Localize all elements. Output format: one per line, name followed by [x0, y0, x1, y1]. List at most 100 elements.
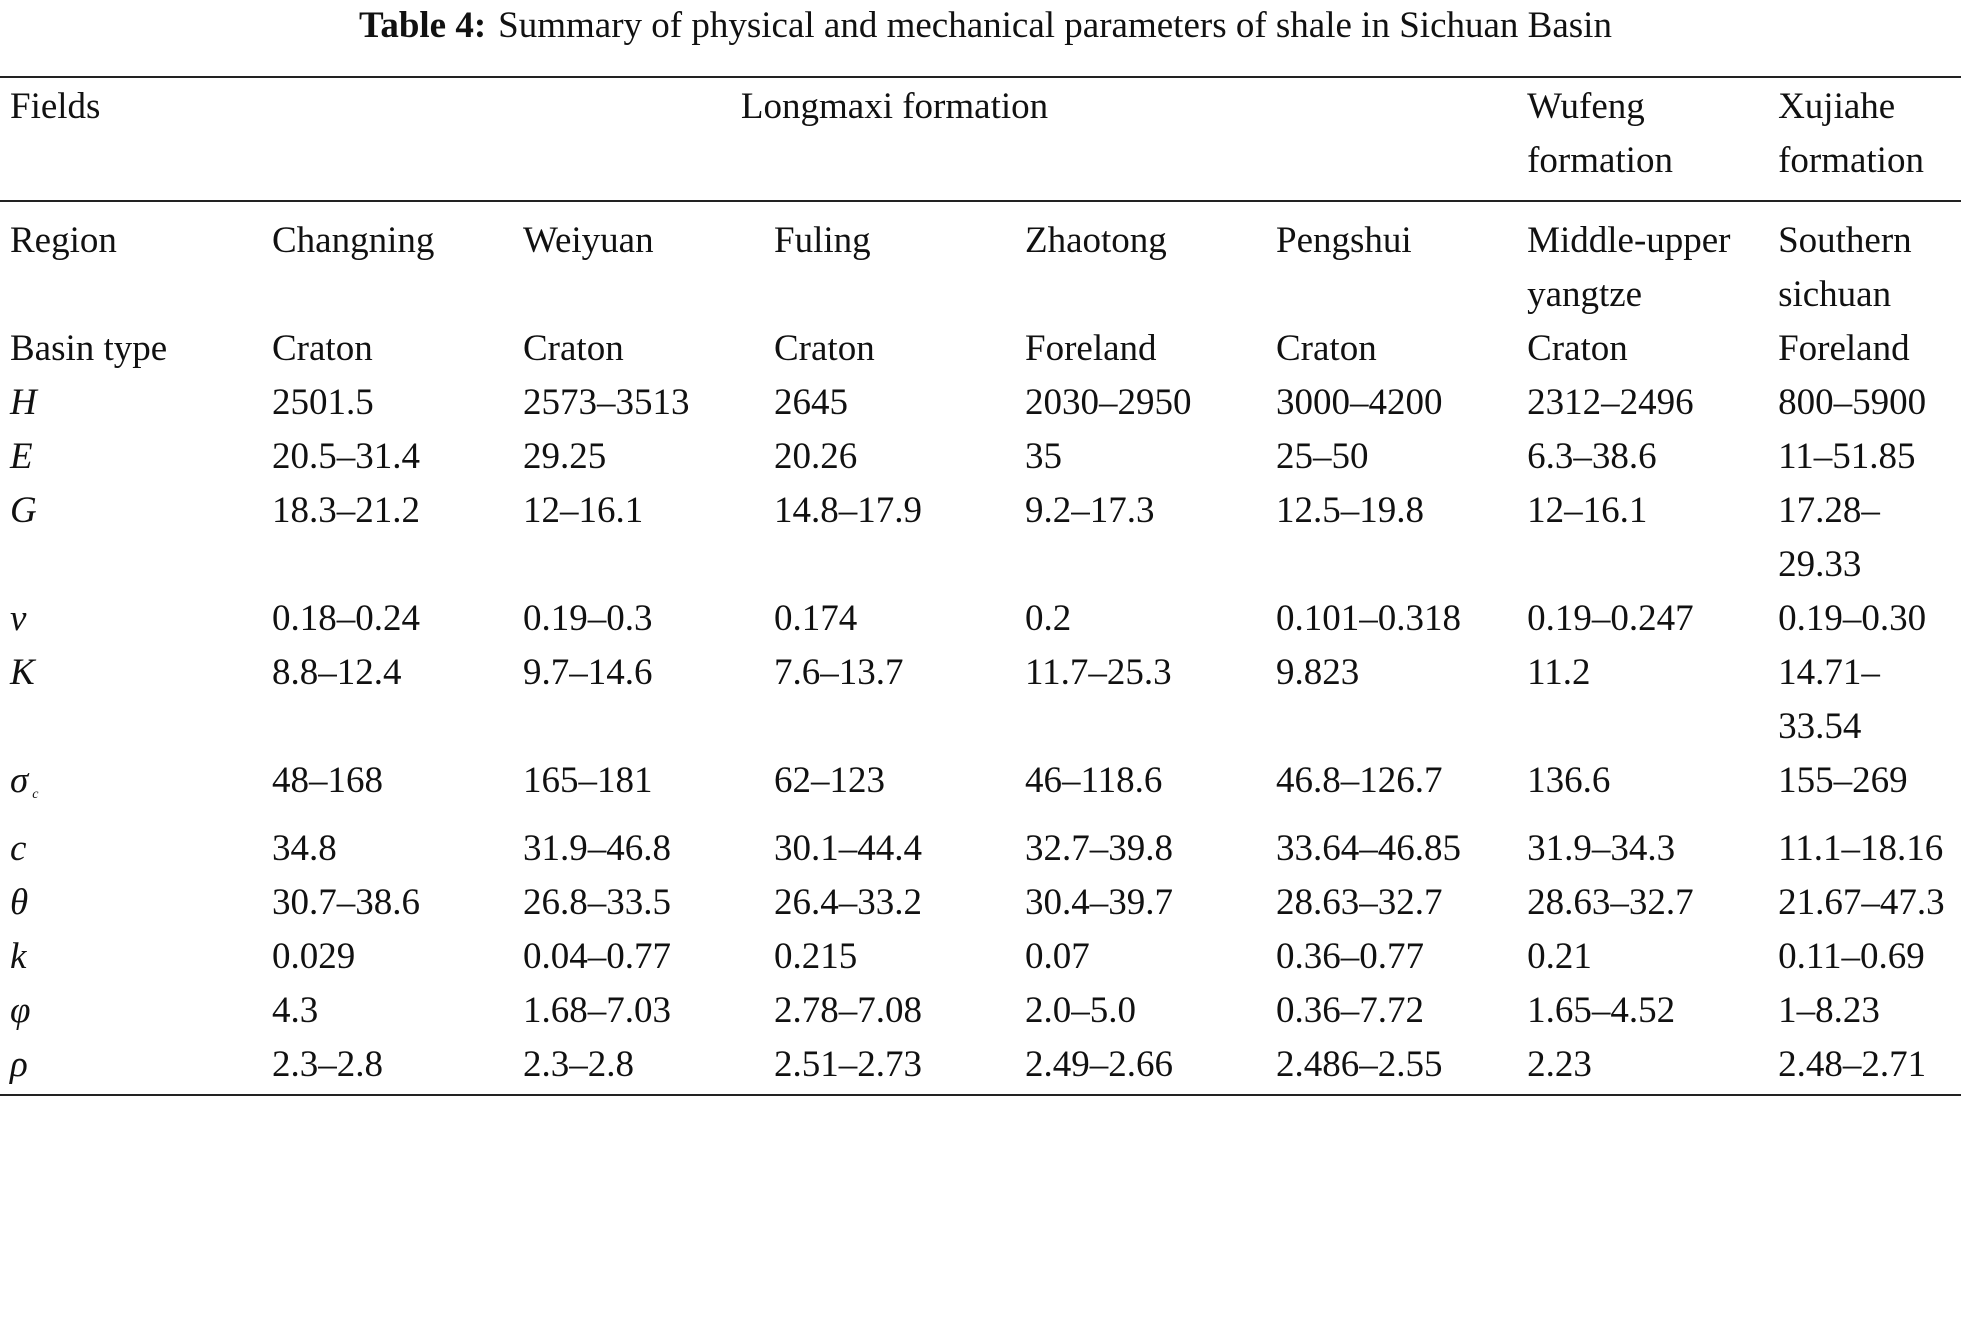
cell: Craton	[523, 328, 624, 369]
cell: 800–5900	[1778, 382, 1927, 423]
cell: Foreland	[1025, 328, 1157, 369]
cell: 0.101–0.318	[1276, 598, 1461, 639]
cell: 2645	[774, 382, 848, 423]
cell: 7.6–13.7	[774, 652, 904, 693]
cell: 0.19–0.3	[523, 598, 653, 639]
title-text: Summary of physical and mechanical param…	[498, 5, 1612, 46]
cell: 28.63–32.7	[1527, 882, 1694, 923]
table: Fields Longmaxi formation Wufeng formation…	[0, 76, 1962, 1096]
cell: 0.19–0.247	[1527, 598, 1694, 639]
cell: 0.215	[774, 936, 858, 977]
cell: 12–16.1	[1527, 490, 1648, 531]
page: Table 4: Summary of physical and mechanic…	[0, 4, 1971, 1333]
symbol: ρ	[10, 1044, 28, 1085]
cell: 0.36–0.77	[1276, 936, 1424, 977]
cell: 12.5–19.8	[1276, 490, 1424, 531]
symbol: φ	[10, 990, 31, 1031]
row-label: c	[0, 822, 262, 876]
header-cell: Fields	[10, 86, 101, 127]
symbol: v	[10, 598, 27, 639]
cell: 33.64–46.85	[1276, 828, 1461, 869]
region-cell: Fuling	[774, 220, 871, 261]
cell: 12–16.1	[523, 490, 644, 531]
cell: 32.7–39.8	[1025, 828, 1173, 869]
cell: 2573–3513	[523, 382, 690, 423]
cell: 2030–2950	[1025, 382, 1192, 423]
cell: 28.63–32.7	[1276, 882, 1443, 923]
cell: 1.68–7.03	[523, 990, 671, 1031]
row-label: Region	[10, 220, 117, 261]
cell: 18.3–21.2	[272, 490, 420, 531]
cell: 46.8–126.7	[1276, 760, 1443, 801]
row-label: E	[0, 430, 262, 484]
cell: 1.65–4.52	[1527, 990, 1676, 1031]
data-row: ρ 2.3–2.8 2.3–2.8 2.51–2.73 2.49–2.66 2.486–2…	[0, 1038, 1961, 1095]
row-label: v	[0, 592, 262, 646]
cell: 25–50	[1276, 436, 1369, 477]
cell: 48–168	[272, 760, 383, 801]
cell: 2.78–7.08	[774, 990, 922, 1031]
cell: 9.7–14.6	[523, 652, 653, 693]
cell: Foreland	[1778, 328, 1910, 369]
table-body: Fields Longmaxi formation Wufeng formation…	[0, 77, 1962, 1095]
symbol: H	[10, 382, 37, 423]
cell: 11.7–25.3	[1025, 652, 1172, 693]
cell: 34.8	[272, 828, 337, 869]
cell: 136.6	[1527, 760, 1611, 801]
cell: 0.07	[1025, 936, 1090, 977]
cell: 20.5–31.4	[272, 436, 420, 477]
cell: 2.51–2.73	[774, 1044, 922, 1085]
row-label: ρ	[0, 1038, 262, 1095]
cell: 11.2	[1527, 652, 1591, 693]
cell: 21.67–47.3	[1778, 882, 1945, 923]
data-row: E 20.5–31.4 29.25 20.26 35 25–50 6.3–38.6 11–51…	[0, 430, 1961, 484]
cell: 155–269	[1778, 760, 1908, 801]
data-row: φ 4.3 1.68–7.03 2.78–7.08 2.0–5.0 0.36–7.72 1.…	[0, 984, 1961, 1038]
region-cell: Middle-upper yangtze	[1527, 220, 1731, 315]
symbol: E	[10, 436, 33, 477]
row-label: Basin type	[0, 322, 262, 376]
symbol: k	[10, 936, 27, 977]
cell: 2.49–2.66	[1025, 1044, 1173, 1085]
cell: 31.9–34.3	[1527, 828, 1676, 869]
cell: 20.26	[774, 436, 858, 477]
data-row: Basin type Craton Craton Craton Foreland Crat…	[0, 322, 1961, 376]
cell: 4.3	[272, 990, 319, 1031]
cell: Craton	[1276, 328, 1377, 369]
cell: 0.36–7.72	[1276, 990, 1424, 1031]
cell: Craton	[774, 328, 875, 369]
group-header: Longmaxi formation	[740, 86, 1049, 127]
cell: 46–118.6	[1025, 760, 1163, 801]
cell: 62–123	[774, 760, 885, 801]
region-cell: Changning	[272, 220, 435, 261]
cell: 2.3–2.8	[272, 1044, 383, 1085]
cell: 2.3–2.8	[523, 1044, 634, 1085]
cell: 30.4–39.7	[1025, 882, 1173, 923]
cell: 2501.5	[272, 382, 374, 423]
cell: Craton	[1527, 328, 1628, 369]
cell: 0.19–0.30	[1778, 598, 1927, 639]
cell: 14.8–17.9	[774, 490, 922, 531]
symbol: θ	[10, 882, 29, 923]
symbol: K	[10, 652, 35, 693]
symbol: σ	[10, 760, 29, 801]
cell: 26.8–33.5	[523, 882, 671, 923]
cell: 11.1–18.16	[1778, 828, 1944, 869]
row-label: G	[0, 484, 262, 592]
cell: 2.486–2.55	[1276, 1044, 1443, 1085]
data-row: v 0.18–0.24 0.19–0.3 0.174 0.2 0.101–0.318 0.1…	[0, 592, 1961, 646]
region-cell: Pengshui	[1276, 220, 1412, 261]
data-row: k 0.029 0.04–0.77 0.215 0.07 0.36–0.77 0.21 0.1…	[0, 930, 1961, 984]
cell: 14.71–33.54	[1778, 652, 1880, 747]
cell: 26.4–33.2	[774, 882, 922, 923]
cell: 1–8.23	[1778, 990, 1880, 1031]
group-header: Xujiahe formation	[1778, 86, 1924, 181]
cell: 2312–2496	[1527, 382, 1694, 423]
region-row: Region Changning Weiyuan Fuling Zhaotong Peng…	[0, 201, 1961, 322]
cell: 0.11–0.69	[1778, 936, 1925, 977]
data-row: σ c 48–168 165–181 62–123 46–118.6 46.8–126.7 1…	[0, 754, 1961, 822]
cell: 0.18–0.24	[272, 598, 420, 639]
cell: 9.2–17.3	[1025, 490, 1155, 531]
data-row: G 18.3–21.2 12–16.1 14.8–17.9 9.2–17.3 12.5–1…	[0, 484, 1961, 592]
cell: 9.823	[1276, 652, 1360, 693]
